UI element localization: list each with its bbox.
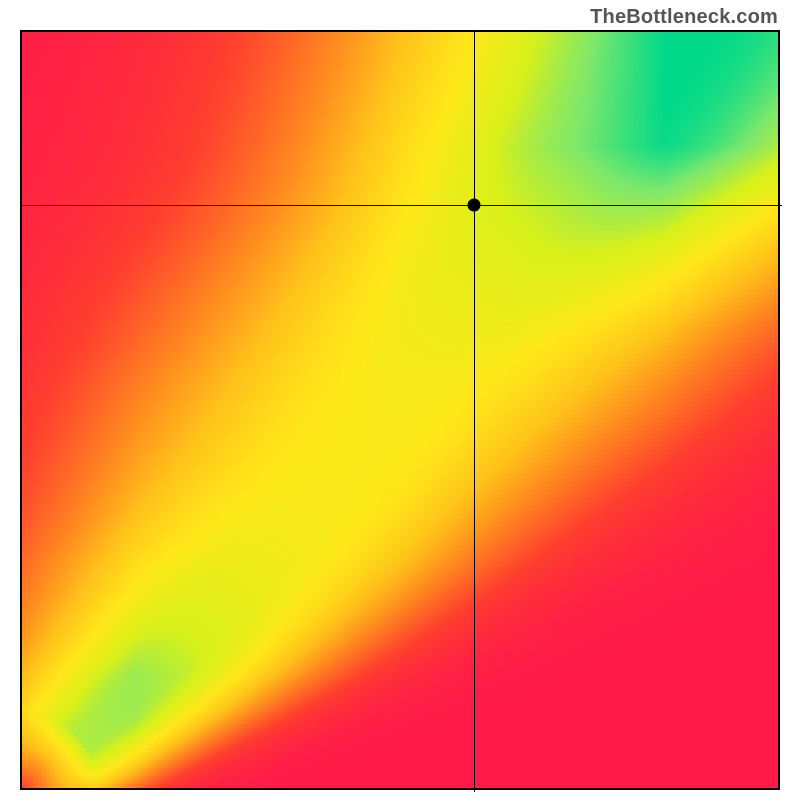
- watermark-text: TheBottleneck.com: [590, 6, 778, 29]
- plot-frame: [20, 30, 780, 790]
- marker-point: [468, 199, 481, 212]
- crosshair-horizontal: [22, 205, 782, 206]
- heatmap-canvas: [22, 32, 778, 788]
- crosshair-vertical: [474, 32, 475, 792]
- chart-container: TheBottleneck.com: [0, 0, 800, 800]
